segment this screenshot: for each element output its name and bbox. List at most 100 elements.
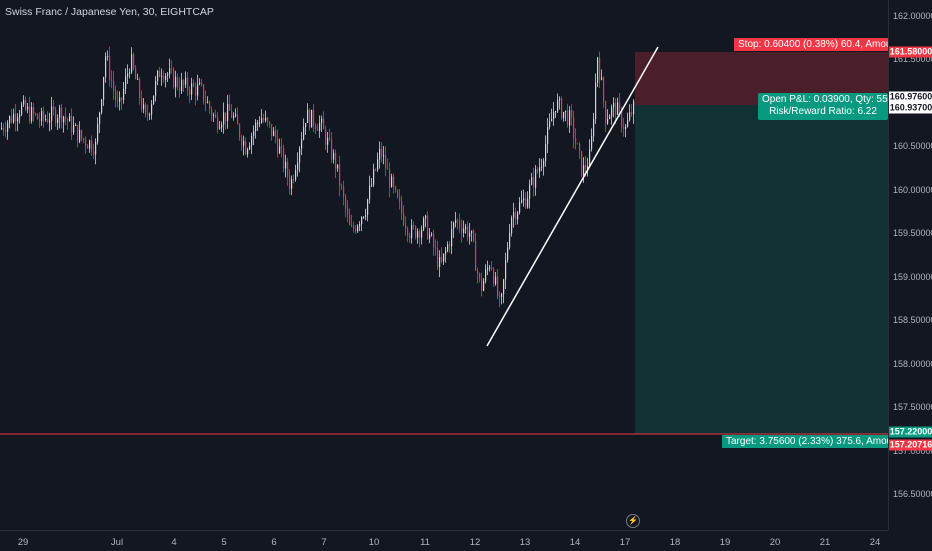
candle-body: [121, 97, 123, 100]
candle-body: [209, 101, 211, 109]
candle-body: [405, 224, 407, 229]
candle-body: [507, 247, 509, 261]
candle-body: [53, 106, 55, 110]
symbol-title[interactable]: Swiss Franc / Japanese Yen, 30, EIGHTCAP: [5, 6, 214, 18]
candle-body: [289, 177, 291, 189]
candle-body: [303, 127, 305, 140]
candle-body: [255, 122, 257, 131]
candle-body: [291, 179, 293, 189]
candle-body: [549, 121, 551, 128]
candle-body: [315, 125, 317, 130]
candle-body: [35, 113, 37, 115]
candle-body: [531, 177, 533, 185]
candle-body: [203, 84, 205, 101]
candle-body: [485, 269, 487, 281]
candle-body: [511, 217, 513, 234]
candle-body: [363, 216, 365, 218]
candle-body: [603, 77, 605, 102]
stop-label: Stop: 0.60400 (0.38%) 60.4, Amount: 4: [734, 38, 888, 51]
candle-body: [553, 111, 555, 119]
candle-body: [133, 54, 135, 69]
candle-body: [267, 117, 269, 122]
candle-body: [545, 143, 547, 161]
candle-body: [249, 145, 251, 150]
candle-body: [261, 118, 263, 123]
candle-body: [373, 169, 375, 185]
candle-body: [441, 256, 443, 262]
candle-body: [21, 104, 23, 115]
candle-body: [55, 109, 57, 123]
candle-body: [71, 115, 73, 133]
candle-body: [113, 81, 115, 91]
candle-body: [415, 226, 417, 238]
candle-body: [597, 57, 599, 83]
candle-body: [525, 198, 527, 208]
candle-body: [183, 80, 185, 85]
candle-body: [179, 87, 181, 92]
time-axis[interactable]: 29 Jul 4 5 6 7 10 11 12 13 14 17 18 19 20 21 24: [0, 530, 888, 551]
time-tick: 14: [569, 537, 581, 548]
candle-body: [49, 120, 51, 123]
candle-body: [189, 90, 191, 95]
candle-body: [445, 250, 447, 254]
candle-body: [307, 110, 309, 123]
candle-body: [223, 112, 225, 125]
candle-body: [149, 114, 151, 116]
time-tick: 12: [469, 537, 481, 548]
candle-body: [191, 83, 193, 95]
candle-body: [447, 244, 449, 251]
candle-body: [629, 112, 631, 121]
candle-body: [381, 148, 383, 157]
candle-body: [247, 149, 249, 155]
candle-body: [99, 112, 101, 124]
candle-body: [39, 119, 41, 122]
candle-body: [73, 125, 75, 133]
candle-body: [231, 110, 233, 118]
time-tick: 6: [271, 537, 277, 548]
candle-body: [57, 118, 59, 123]
candle-body: [177, 76, 179, 88]
candle-body: [259, 122, 261, 124]
bolt-icon[interactable]: ⚡: [626, 514, 640, 528]
candle-body: [233, 116, 235, 118]
chart-area[interactable]: Swiss Franc / Japanese Yen, 30, EIGHTCAP: [0, 0, 888, 530]
candle-body: [11, 116, 13, 123]
candle-body: [167, 74, 169, 76]
candle-body: [63, 116, 65, 123]
candle-body: [383, 155, 385, 157]
candle-body: [281, 146, 283, 148]
candle-body: [409, 235, 411, 239]
candle-body: [601, 77, 603, 80]
time-tick: 10: [368, 537, 380, 548]
candle-body: [89, 140, 91, 149]
candle-body: [329, 137, 331, 140]
candle-body: [459, 220, 461, 228]
candle-body: [141, 98, 143, 110]
candle-body: [147, 113, 149, 115]
trendline: [486, 46, 659, 347]
candle-body: [557, 100, 559, 112]
candle-body: [595, 82, 597, 119]
candle-body: [43, 111, 45, 120]
candle-body: [539, 167, 541, 172]
candle-body: [339, 164, 341, 186]
candle-body: [347, 208, 349, 215]
candle-body: [235, 114, 237, 117]
candle-body: [335, 152, 337, 169]
candle-body: [543, 160, 545, 167]
candle-body: [1, 128, 3, 130]
candle-body: [93, 151, 95, 155]
candle-body: [481, 279, 483, 291]
candle-body: [119, 97, 121, 102]
candle-body: [139, 79, 141, 99]
candle-body: [427, 215, 429, 239]
candle-body: [599, 57, 601, 80]
price-axis[interactable]: 162.00000 161.50000 160.50000 160.00000 159.…: [888, 0, 932, 530]
candle-body: [103, 77, 105, 100]
candle-body: [65, 116, 67, 119]
price-chart[interactable]: [0, 0, 888, 530]
candle-body: [225, 112, 227, 121]
candle-body: [513, 212, 515, 218]
candle-body: [581, 151, 583, 176]
candle-body: [555, 111, 557, 113]
